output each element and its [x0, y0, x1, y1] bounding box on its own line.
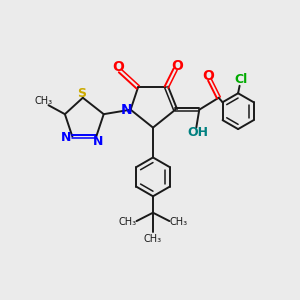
Text: CH₃: CH₃	[144, 234, 162, 244]
Text: O: O	[202, 69, 214, 82]
Text: CH₃: CH₃	[34, 96, 52, 106]
Text: N: N	[93, 135, 103, 148]
Text: Cl: Cl	[235, 73, 248, 86]
Text: OH: OH	[187, 127, 208, 140]
Text: O: O	[112, 60, 124, 74]
Text: CH₃: CH₃	[169, 217, 188, 227]
Text: N: N	[120, 103, 132, 117]
Text: O: O	[171, 59, 183, 73]
Text: CH₃: CH₃	[118, 217, 137, 227]
Text: S: S	[77, 87, 86, 100]
Text: N: N	[61, 131, 72, 144]
